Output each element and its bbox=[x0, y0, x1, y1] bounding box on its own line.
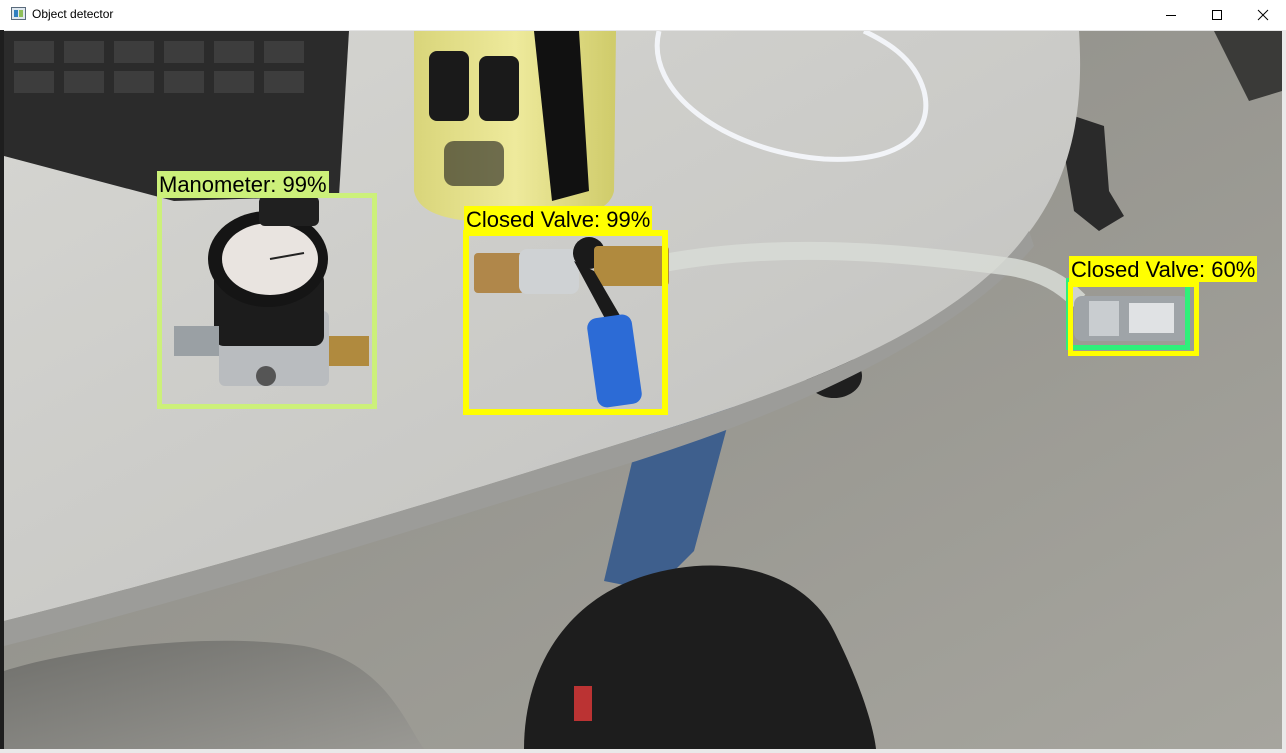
backpack bbox=[524, 565, 876, 749]
close-button[interactable] bbox=[1240, 0, 1286, 30]
maximize-icon bbox=[1212, 10, 1222, 20]
detection-label-manometer: Manometer: 99% bbox=[157, 171, 329, 197]
minimize-button[interactable] bbox=[1148, 0, 1194, 30]
manometer bbox=[174, 196, 369, 386]
closed-valve-object bbox=[474, 237, 669, 408]
window-border-right bbox=[1282, 30, 1286, 753]
chair-leg bbox=[1059, 111, 1124, 231]
backpack-tag bbox=[574, 686, 592, 721]
keyboard-keys bbox=[14, 41, 304, 93]
close-icon bbox=[1257, 9, 1269, 21]
chair-seat bbox=[4, 640, 424, 749]
app-window-icon bbox=[11, 7, 26, 20]
window-border-bottom bbox=[0, 749, 1286, 753]
chair-back bbox=[1214, 31, 1282, 101]
table-edge bbox=[4, 231, 1034, 646]
bottle-strap bbox=[534, 31, 589, 201]
detection-box-closed-valve-2 bbox=[1068, 282, 1199, 356]
camera-frame: Manometer: 99% Closed Valve: 99% Closed … bbox=[4, 31, 1282, 749]
detection-label-closed-valve-2: Closed Valve: 60% bbox=[1069, 256, 1258, 282]
title-bar: Object detector bbox=[0, 0, 1286, 31]
window-border-left bbox=[0, 30, 4, 753]
bottle-print bbox=[429, 51, 519, 186]
minimize-icon bbox=[1166, 15, 1176, 16]
detection-label-closed-valve-1: Closed Valve: 99% bbox=[464, 206, 653, 232]
window-title: Object detector bbox=[32, 7, 114, 21]
detection-box-closed-valve-1 bbox=[463, 230, 668, 415]
maximize-button[interactable] bbox=[1194, 0, 1240, 30]
cable bbox=[654, 31, 929, 162]
hose bbox=[662, 241, 1086, 308]
detection-box-manometer bbox=[157, 193, 377, 409]
coupler-object bbox=[1074, 296, 1189, 341]
